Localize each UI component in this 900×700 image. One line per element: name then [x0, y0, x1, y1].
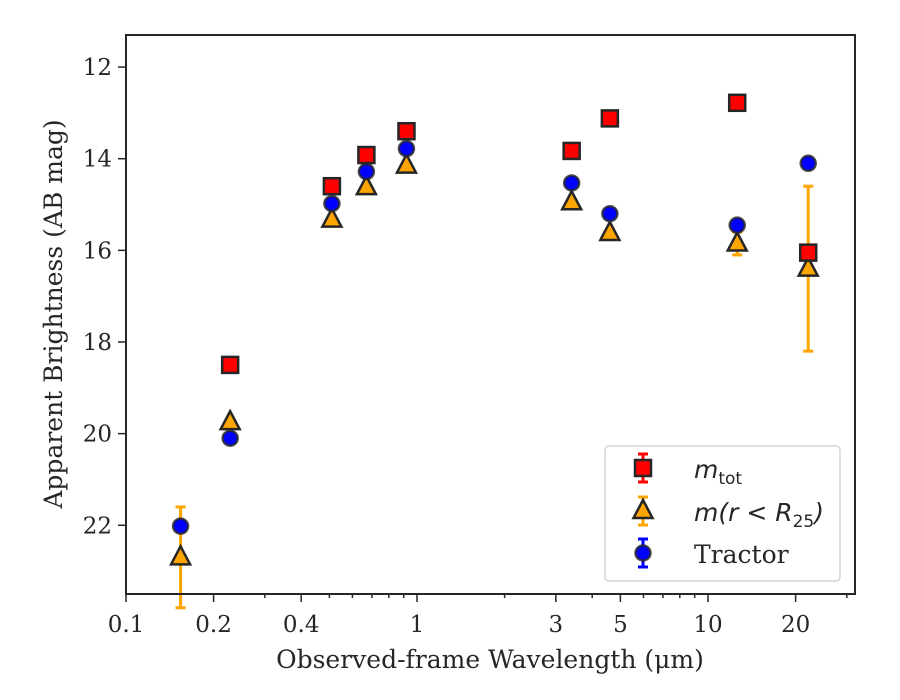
point-triangle-7 — [725, 229, 749, 252]
x-tick-label-3: 1 — [410, 612, 425, 638]
point-square-3 — [397, 121, 416, 141]
series-circle — [171, 139, 817, 535]
point-triangle-3 — [354, 173, 378, 196]
point-circle-4 — [397, 139, 416, 158]
y-tick-label-4: 20 — [83, 422, 112, 448]
point-square-5 — [600, 109, 620, 128]
legend-label-tractor: Tractor — [694, 540, 789, 569]
legend-box — [604, 445, 841, 582]
point-circle-7 — [728, 216, 746, 234]
x-tick-label-4: 3 — [549, 612, 564, 638]
x-tick-label-2: 0.4 — [283, 612, 320, 638]
y-tick-label-1: 14 — [83, 147, 112, 173]
y-tick-label-3: 18 — [83, 330, 112, 356]
x-tick-label-5: 5 — [613, 612, 628, 638]
legend: mtot m(r < R25) Tractor — [604, 445, 841, 582]
legend-marker-circle — [634, 544, 652, 562]
point-triangle-4 — [394, 151, 419, 174]
point-circle-5 — [562, 174, 581, 192]
series-square — [220, 93, 818, 375]
legend-label-mtot: mtot — [694, 455, 742, 489]
series-triangle — [168, 151, 820, 610]
point-circle-6 — [601, 204, 619, 223]
x-tick-label-1: 0.2 — [195, 612, 232, 638]
point-triangle-1 — [218, 408, 242, 431]
axes-frame — [125, 34, 856, 595]
point-square-2 — [357, 145, 376, 165]
x-tick-label-7: 20 — [781, 612, 810, 638]
point-square-1 — [322, 176, 342, 196]
point-circle-1 — [221, 429, 239, 447]
legend-swatches — [631, 452, 655, 569]
point-triangle-2 — [320, 205, 344, 228]
y-tick-label-5: 22 — [83, 513, 112, 539]
point-circle-2 — [323, 194, 341, 213]
point-triangle-6 — [598, 219, 622, 242]
y-tick-label-0: 12 — [83, 55, 112, 81]
x-axis-label: Observed-frame Wavelength (μm) — [276, 645, 704, 674]
point-triangle-5 — [560, 188, 584, 211]
point-circle-8 — [799, 154, 817, 173]
y-axis-label: Apparent Brightness (AB mag) — [39, 119, 68, 509]
y-tick-label-2: 16 — [83, 238, 112, 264]
x-tick-label-0: 0.1 — [108, 612, 145, 638]
point-circle-0 — [171, 517, 190, 535]
axis-ticks: 0.1 0.2 0.4 1 3 5 10 20 12 14 16 18 20 22 — [83, 55, 848, 638]
point-triangle-0 — [168, 543, 193, 566]
legend-marker-square — [633, 458, 653, 478]
point-square-7 — [798, 243, 818, 262]
plot-area — [168, 93, 820, 610]
point-square-4 — [562, 141, 581, 161]
legend-marker-triangle — [631, 497, 655, 520]
point-square-0 — [220, 355, 240, 375]
point-circle-3 — [357, 162, 376, 181]
point-square-6 — [727, 93, 747, 113]
legend-label-mr25: m(r < R25) — [694, 498, 824, 532]
x-tick-label-6: 10 — [693, 612, 722, 638]
point-triangle-8 — [796, 255, 820, 277]
